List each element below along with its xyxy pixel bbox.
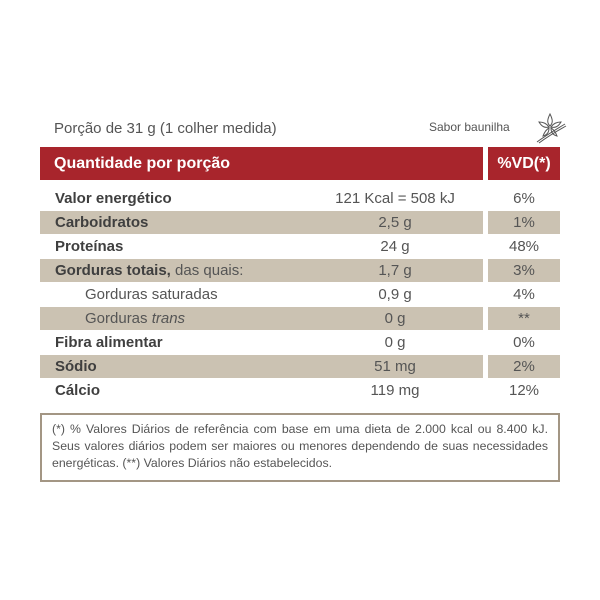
table-row: Sódio 51 mg 2% xyxy=(40,355,560,379)
table-row: Proteínas 24 g 48% xyxy=(40,235,560,259)
nutrient-label: Cálcio xyxy=(55,379,100,403)
nutrient-label: Gorduras saturadas xyxy=(85,283,218,307)
nutrient-value: 0 g xyxy=(384,310,406,327)
nutrient-name: Sódio xyxy=(55,358,97,375)
row-bg xyxy=(40,307,483,330)
row-bg xyxy=(40,211,483,234)
vd-header: %VD(*) xyxy=(488,147,560,180)
vanilla-flower-icon xyxy=(536,112,567,144)
table-row: Cálcio 119 mg 12% xyxy=(40,379,560,403)
nutrient-name: Fibra alimentar xyxy=(55,334,163,351)
nutrient-value: 0 g xyxy=(384,334,406,351)
nutrient-name: Carboidratos xyxy=(55,214,149,231)
nutrient-label: Gorduras totais, das quais: xyxy=(55,259,243,283)
nutrient-name: Gorduras saturadas xyxy=(85,286,218,303)
nutrient-value: 2,5 g xyxy=(378,214,412,231)
nutrient-suffix: das quais: xyxy=(170,262,244,279)
nutrient-label: Valor energético xyxy=(55,187,172,211)
nutrient-vd: 12% xyxy=(508,382,540,399)
nutrient-vd: 48% xyxy=(508,238,540,255)
nutrient-vd: 4% xyxy=(513,286,535,303)
nutrient-vd: 1% xyxy=(513,214,535,231)
table-row: Carboidratos 2,5 g 1% xyxy=(40,211,560,235)
table-row: Valor energético 121 Kcal = 508 kJ 6% xyxy=(40,187,560,211)
nutrient-name: Gorduras totais, xyxy=(55,262,171,279)
table-row: Gorduras saturadas 0,9 g 4% xyxy=(40,283,560,307)
table-row: Gorduras totais, das quais: 1,7 g 3% xyxy=(40,259,560,283)
nutrient-label: Fibra alimentar xyxy=(55,331,163,355)
nutrient-italic: trans xyxy=(151,310,186,327)
nutrient-value: 51 mg xyxy=(374,358,416,375)
nutrient-label: Gorduras trans xyxy=(85,307,185,331)
nutrient-name: Gorduras xyxy=(85,310,152,327)
nutrient-value: 1,7 g xyxy=(378,262,412,279)
quantity-header: Quantidade por porção xyxy=(40,147,483,180)
row-bg-vd xyxy=(488,307,560,330)
row-bg xyxy=(40,259,483,282)
nutrient-vd: 3% xyxy=(513,262,535,279)
nutrient-value: 121 Kcal = 508 kJ xyxy=(335,190,455,207)
table-row: Fibra alimentar 0 g 0% xyxy=(40,331,560,355)
nutrient-value: 24 g xyxy=(380,238,410,255)
nutrient-label: Carboidratos xyxy=(55,211,148,235)
flavor-label: Sabor baunilha xyxy=(429,120,510,134)
row-bg-vd xyxy=(488,259,560,282)
nutrient-vd: 2% xyxy=(513,358,535,375)
serving-size: Porção de 31 g (1 colher medida) xyxy=(54,120,277,137)
row-bg xyxy=(40,355,483,378)
nutrient-value: 119 mg xyxy=(370,382,420,399)
nutrient-name: Cálcio xyxy=(55,382,101,399)
nutrient-name: Valor energético xyxy=(55,190,172,207)
nutrient-value: 0,9 g xyxy=(378,286,412,303)
nutrient-vd: ** xyxy=(518,310,530,327)
nutrient-label: Sódio xyxy=(55,355,97,379)
row-bg-vd xyxy=(488,211,560,234)
nutrient-label: Proteínas xyxy=(55,235,123,259)
footnote: (*) % Valores Diários de referência com … xyxy=(40,413,560,482)
nutrient-name: Proteínas xyxy=(55,238,124,255)
row-bg-vd xyxy=(488,355,560,378)
nutrient-vd: 6% xyxy=(513,190,535,207)
table-row: Gorduras trans 0 g ** xyxy=(40,307,560,331)
nutrient-vd: 0% xyxy=(513,334,535,351)
